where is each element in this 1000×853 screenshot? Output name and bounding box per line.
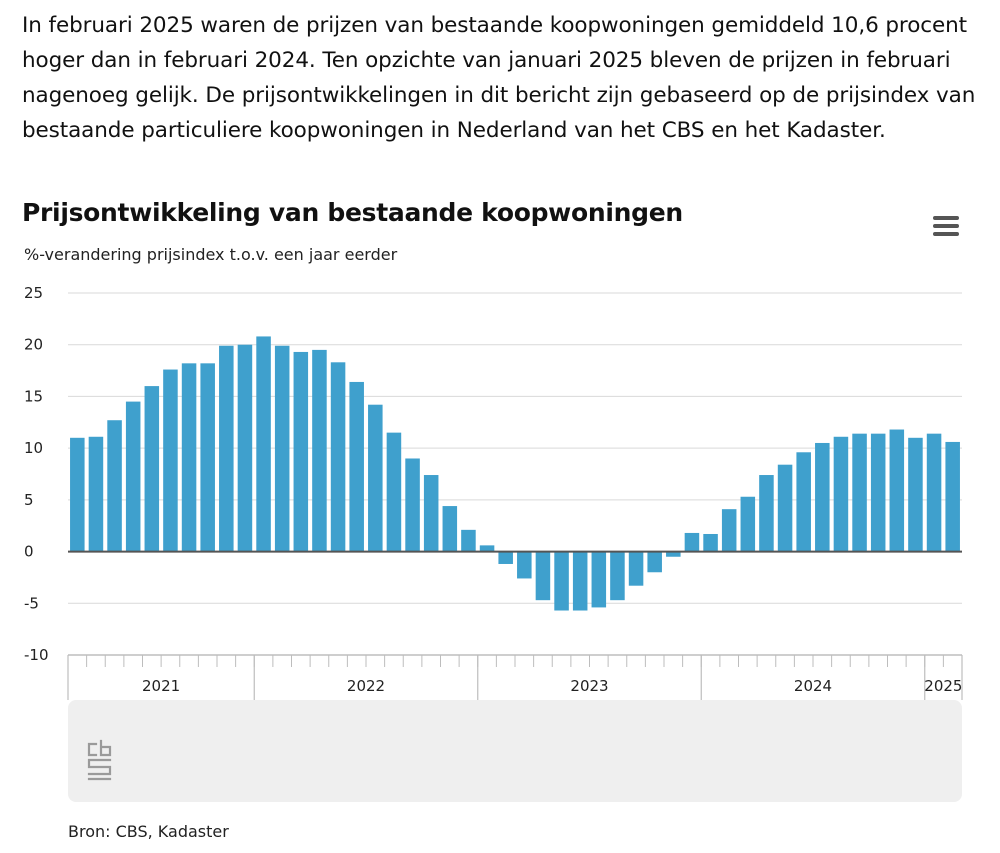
bar[interactable] xyxy=(442,506,458,552)
hamburger-menu-icon xyxy=(933,216,959,220)
x-year-label: 2025 xyxy=(924,677,962,695)
bar[interactable] xyxy=(88,436,104,552)
bar[interactable] xyxy=(666,551,681,557)
bar[interactable] xyxy=(926,433,942,552)
bar[interactable] xyxy=(70,437,85,552)
bar[interactable] xyxy=(423,475,439,552)
y-axis-ticks: 25 20 15 10 5 0 -5 -10 xyxy=(24,284,49,664)
bar[interactable] xyxy=(312,349,327,552)
cbs-logo-icon xyxy=(87,739,112,781)
y-tick-label: -10 xyxy=(24,646,49,664)
y-tick-label: 25 xyxy=(24,284,43,302)
x-year-label: 2024 xyxy=(794,677,832,695)
bar[interactable] xyxy=(572,551,588,611)
bars xyxy=(70,336,960,611)
bar[interactable] xyxy=(833,436,849,552)
bar[interactable] xyxy=(554,551,569,611)
y-tick-label: -5 xyxy=(24,594,39,612)
bar[interactable] xyxy=(181,363,197,552)
y-tick-label: 15 xyxy=(24,387,43,405)
y-tick-label: 20 xyxy=(24,336,43,354)
bar[interactable] xyxy=(759,475,774,552)
bar[interactable] xyxy=(219,345,234,552)
bar[interactable] xyxy=(144,386,160,552)
x-axis: 2021 2022 2023 2024 2025 xyxy=(67,654,963,700)
chart-menu-button[interactable] xyxy=(926,210,966,242)
bar[interactable] xyxy=(740,496,756,552)
bar[interactable] xyxy=(293,351,309,552)
bar[interactable] xyxy=(200,363,215,552)
bar[interactable] xyxy=(945,441,960,552)
bar[interactable] xyxy=(610,551,625,601)
bar[interactable] xyxy=(815,442,830,552)
bar[interactable] xyxy=(535,551,551,601)
x-year-label: 2022 xyxy=(347,677,385,695)
y-tick-label: 10 xyxy=(24,439,43,457)
y-tick-label: 5 xyxy=(24,491,34,509)
bar[interactable] xyxy=(777,464,793,552)
bar[interactable] xyxy=(796,452,811,552)
bar[interactable] xyxy=(889,429,905,552)
bar[interactable] xyxy=(591,551,607,608)
bar[interactable] xyxy=(163,369,178,552)
bar[interactable] xyxy=(386,432,402,552)
bar-chart: 25 20 15 10 5 0 -5 -10 2021 2022 2023 2024 2025 xyxy=(24,284,963,802)
bar[interactable] xyxy=(107,420,122,552)
bar[interactable] xyxy=(498,551,513,564)
bar[interactable] xyxy=(256,336,271,552)
bar[interactable] xyxy=(405,458,420,552)
hamburger-menu-line xyxy=(933,232,959,236)
bar[interactable] xyxy=(479,545,495,552)
bar[interactable] xyxy=(330,362,346,552)
navigator-panel xyxy=(68,700,962,802)
bar[interactable] xyxy=(684,532,700,552)
bar[interactable] xyxy=(461,529,476,552)
y-tick-label: 0 xyxy=(24,543,34,561)
bar[interactable] xyxy=(647,551,662,573)
bar[interactable] xyxy=(125,401,141,552)
intro-paragraph: In februari 2025 waren de prijzen van be… xyxy=(22,13,976,143)
chart-source: Bron: CBS, Kadaster xyxy=(68,822,229,841)
x-year-label: 2023 xyxy=(570,677,608,695)
bar[interactable] xyxy=(274,345,290,552)
hamburger-menu-line xyxy=(933,224,959,228)
bar[interactable] xyxy=(721,509,737,552)
bar[interactable] xyxy=(908,437,923,552)
bar[interactable] xyxy=(517,551,532,579)
bar[interactable] xyxy=(628,551,644,586)
bar[interactable] xyxy=(703,533,718,552)
bar[interactable] xyxy=(852,433,867,552)
chart-y-axis-label: %-verandering prijsindex t.o.v. een jaar… xyxy=(24,245,398,264)
bar[interactable] xyxy=(237,344,253,552)
bar[interactable] xyxy=(368,404,383,552)
bar[interactable] xyxy=(349,381,364,552)
chart-title: Prijsontwikkeling van bestaande koopwoni… xyxy=(22,198,683,227)
x-year-label: 2021 xyxy=(142,677,180,695)
bar[interactable] xyxy=(870,433,886,552)
